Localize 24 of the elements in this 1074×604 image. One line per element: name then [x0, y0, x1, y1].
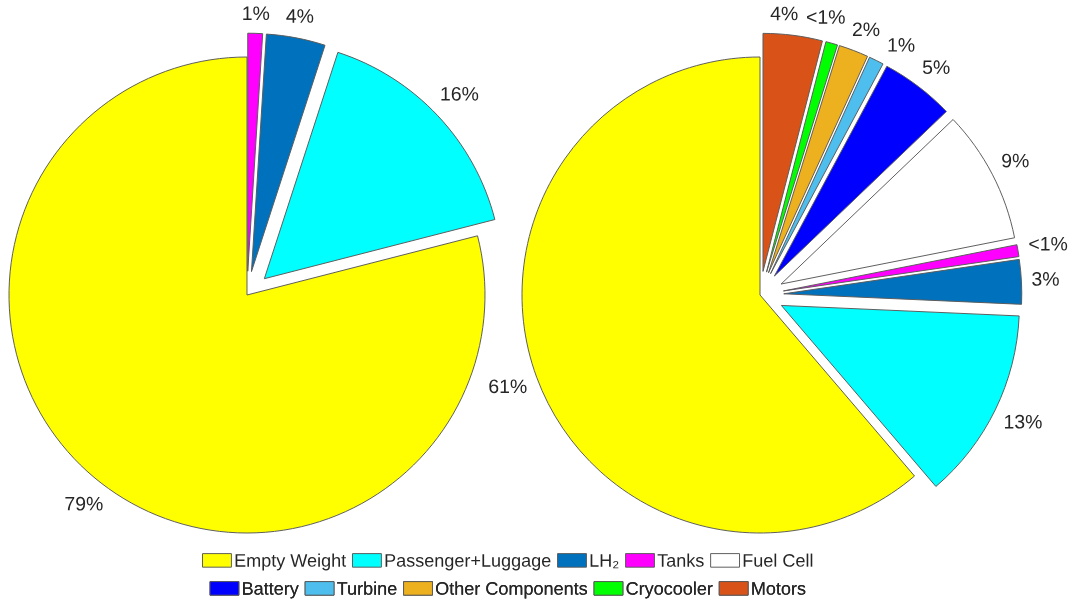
legend-label: LH₂ — [590, 554, 619, 569]
data-label: 1% — [888, 38, 915, 52]
data-label: 3% — [1032, 272, 1059, 286]
legend-label: Turbine — [337, 581, 397, 595]
data-label: 2% — [852, 22, 880, 37]
data-label: 9% — [1002, 153, 1029, 168]
legend-label: Other Components — [436, 581, 588, 599]
legend-label: Empty Weight — [235, 553, 347, 571]
legend-label: Tanks — [657, 553, 704, 567]
data-label: 16% — [441, 86, 479, 101]
data-label: <1% — [1029, 236, 1068, 251]
legend-label: Passenger+Luggage — [385, 554, 551, 571]
data-label: 5% — [922, 60, 950, 75]
data-label: <1% — [806, 10, 845, 24]
legend-label: Fuel Cell — [743, 553, 813, 567]
data-label: 79% — [65, 496, 103, 511]
data-label: 61% — [489, 379, 527, 394]
data-label: 4% — [770, 6, 798, 21]
data-label: 13% — [1004, 414, 1042, 429]
legend-label: Motors — [752, 582, 806, 595]
data-label: 4% — [286, 9, 314, 23]
legend-label: Cryocooler — [626, 581, 713, 599]
data-label: 1% — [243, 6, 270, 21]
legend-label: Battery — [243, 582, 299, 599]
